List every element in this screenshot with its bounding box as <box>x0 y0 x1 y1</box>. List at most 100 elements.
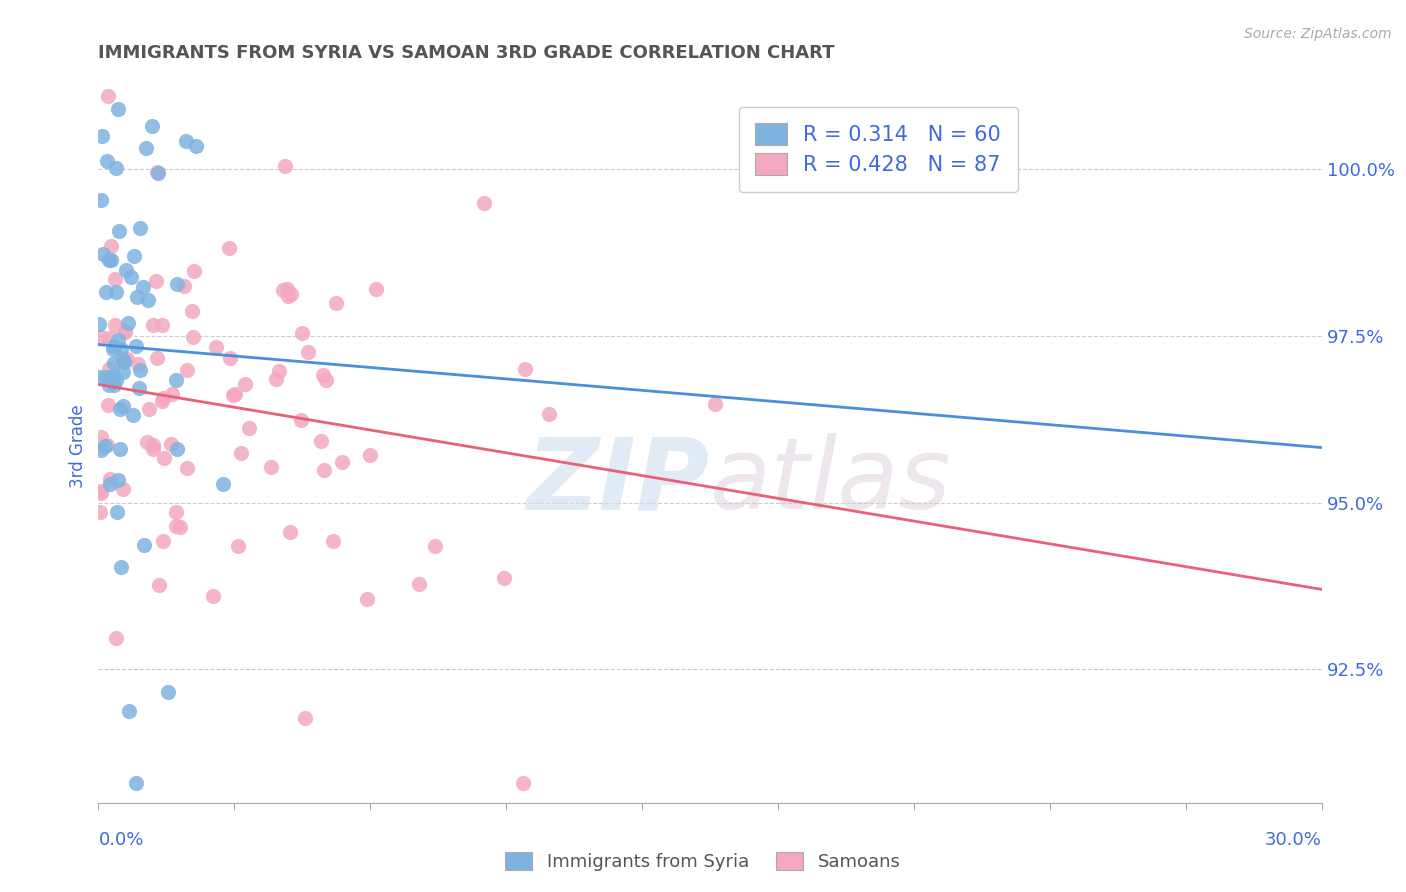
Point <box>98 476 121 491</box>
Point <box>165 373 187 387</box>
Point <box>176 461 198 475</box>
Point <box>330 455 353 469</box>
Point <box>290 413 312 427</box>
Text: ZIP: ZIP <box>527 434 710 530</box>
Point <box>111 482 134 496</box>
Point <box>90 483 112 498</box>
Point <box>472 196 495 211</box>
Point <box>103 368 125 383</box>
Point <box>97 362 120 376</box>
Point <box>218 241 240 255</box>
Point <box>146 165 169 179</box>
Point <box>124 249 146 263</box>
Point <box>322 533 344 548</box>
Point <box>115 263 138 277</box>
Point <box>110 559 132 574</box>
Point <box>183 263 205 277</box>
Point <box>108 224 131 238</box>
Point <box>107 333 129 347</box>
Point <box>111 399 134 413</box>
Point <box>132 538 155 552</box>
Point <box>142 318 165 332</box>
Point <box>90 485 112 500</box>
Point <box>212 476 235 491</box>
Point <box>180 304 202 318</box>
Point <box>226 540 249 554</box>
Point <box>153 450 176 465</box>
Point <box>280 286 302 301</box>
Text: IMMIGRANTS FROM SYRIA VS SAMOAN 3RD GRADE CORRELATION CHART: IMMIGRANTS FROM SYRIA VS SAMOAN 3RD GRAD… <box>98 45 835 62</box>
Point <box>141 119 163 133</box>
Point <box>166 277 188 291</box>
Point <box>89 370 111 384</box>
Point <box>160 386 183 401</box>
Point <box>112 355 135 369</box>
Point <box>315 374 337 388</box>
Point <box>537 407 560 421</box>
Point <box>181 330 204 344</box>
Point <box>231 446 253 460</box>
Point <box>166 442 188 457</box>
Text: 0.0%: 0.0% <box>98 831 143 849</box>
Point <box>115 351 138 366</box>
Point <box>128 221 150 235</box>
Point <box>101 342 124 356</box>
Point <box>325 296 347 310</box>
Point <box>356 591 378 606</box>
Point <box>202 589 225 603</box>
Point <box>266 372 288 386</box>
Point <box>294 711 316 725</box>
Point <box>94 439 117 453</box>
Point <box>118 704 141 718</box>
Point <box>90 442 112 457</box>
Point <box>117 316 139 330</box>
Point <box>89 318 111 332</box>
Legend: Immigrants from Syria, Samoans: Immigrants from Syria, Samoans <box>498 845 908 879</box>
Point <box>125 776 148 790</box>
Point <box>152 391 174 405</box>
Point <box>104 373 127 387</box>
Legend: R = 0.314   N = 60, R = 0.428   N = 87: R = 0.314 N = 60, R = 0.428 N = 87 <box>738 107 1018 192</box>
Text: Source: ZipAtlas.com: Source: ZipAtlas.com <box>1244 27 1392 41</box>
Point <box>129 363 152 377</box>
Point <box>233 376 256 391</box>
Point <box>271 284 294 298</box>
Point <box>173 279 195 293</box>
Point <box>128 381 150 395</box>
Point <box>152 533 174 548</box>
Point <box>97 331 120 345</box>
Point <box>105 505 128 519</box>
Point <box>127 357 149 371</box>
Point <box>297 345 319 359</box>
Point <box>136 293 159 308</box>
Point <box>277 288 299 302</box>
Point <box>423 539 446 553</box>
Point <box>260 460 283 475</box>
Point <box>145 274 167 288</box>
Point <box>97 399 120 413</box>
Point <box>91 247 114 261</box>
Point <box>174 134 197 148</box>
Point <box>238 421 260 435</box>
Point <box>512 776 534 790</box>
Point <box>186 138 208 153</box>
Point <box>267 364 290 378</box>
Point <box>150 393 173 408</box>
Point <box>312 463 335 477</box>
Point <box>103 339 125 353</box>
Text: 30.0%: 30.0% <box>1265 831 1322 849</box>
Point <box>100 252 122 267</box>
Point <box>114 325 136 339</box>
Point <box>89 505 111 519</box>
Point <box>98 472 121 486</box>
Point <box>108 401 131 416</box>
Point <box>90 193 112 207</box>
Point <box>111 365 134 379</box>
Point <box>135 140 157 154</box>
Point <box>96 370 118 384</box>
Point <box>359 448 381 462</box>
Point <box>145 351 167 366</box>
Point <box>291 326 314 341</box>
Point <box>100 239 122 253</box>
Point <box>107 473 129 487</box>
